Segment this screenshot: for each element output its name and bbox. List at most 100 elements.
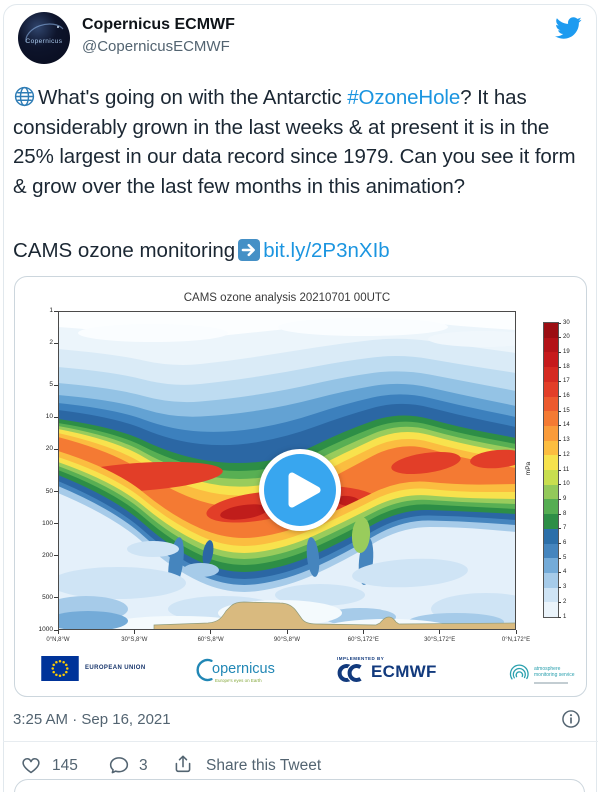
y-tick-mark <box>54 629 58 631</box>
colorbar-cell <box>544 572 558 589</box>
x-tick-mark <box>515 630 517 634</box>
y-tick-mark <box>54 555 58 557</box>
timestamp[interactable]: 3:25 AM · Sep 16, 2021 <box>13 711 171 728</box>
colorbar-tick <box>558 484 561 486</box>
y-tick-mark <box>54 342 58 344</box>
y-tick-label: 2 <box>49 339 53 346</box>
colorbar-label: 10 <box>563 481 570 488</box>
tweet-link[interactable]: bit.ly/2P3nXIb <box>263 239 390 262</box>
y-tick-label: 20 <box>45 445 53 453</box>
colorbar-cell <box>544 367 558 383</box>
x-tick-mark <box>57 630 59 634</box>
colorbar-label: 2 <box>563 598 567 605</box>
y-tick-label: 200 <box>42 551 53 559</box>
colorbar-label: 11 <box>563 466 570 473</box>
colorbar-cell <box>544 470 558 486</box>
colorbar-tick <box>558 351 561 353</box>
next-card-top-edge <box>14 779 585 792</box>
colorbar-cell <box>544 323 558 339</box>
colorbar-label: 12 <box>563 451 570 458</box>
colorbar-label: 7 <box>563 525 567 532</box>
x-tick-mark <box>133 630 135 634</box>
colorbar-cell <box>544 352 558 368</box>
y-tick-mark <box>54 491 58 493</box>
x-tick-label: 0°N,8°W <box>46 637 70 643</box>
colorbar-label: 14 <box>563 422 570 429</box>
colorbar-label: 3 <box>563 584 567 591</box>
y-tick-mark <box>54 310 58 312</box>
colorbar-label: 4 <box>563 569 567 576</box>
y-tick-mark <box>54 448 58 450</box>
colorbar-tick <box>558 601 561 603</box>
colorbar-label: 16 <box>563 393 570 399</box>
colorbar-label: 8 <box>563 510 567 517</box>
colorbar-cell <box>544 484 558 500</box>
colorbar-cell <box>544 381 558 398</box>
like-count[interactable]: 145 <box>52 757 78 774</box>
x-tick-label: 60°S,172°E <box>347 637 379 643</box>
media-card[interactable]: CAMS ozone analysis 20210701 00UTC EUROP… <box>14 276 587 697</box>
cams-label-line2: monitoring service <box>534 672 575 678</box>
colorbar-tick <box>558 587 561 589</box>
y-tick-label: 1 <box>49 307 53 314</box>
like-icon[interactable] <box>20 754 42 776</box>
colorbar-unit: mPa <box>525 461 533 476</box>
colorbar-cell <box>544 587 558 603</box>
colorbar-cell <box>544 425 558 442</box>
colorbar-label: 1 <box>563 613 567 620</box>
colorbar-cell <box>544 396 558 412</box>
avatar[interactable]: Copernicus <box>18 12 70 64</box>
colorbar-label: 6 <box>563 540 567 546</box>
y-tick-mark <box>54 523 58 525</box>
info-icon[interactable] <box>560 708 582 730</box>
colorbar-cell <box>544 558 558 574</box>
colorbar-label: 13 <box>563 437 570 444</box>
colorbar-tick <box>558 498 561 500</box>
share-label[interactable]: Share this Tweet <box>206 757 322 774</box>
author-name[interactable]: Copernicus ECMWF <box>82 16 235 33</box>
colorbar-tick <box>558 616 561 618</box>
play-button[interactable] <box>258 448 342 532</box>
copernicus-label: opernicus <box>212 661 275 677</box>
colorbar-tick <box>558 513 561 515</box>
hashtag-ozonehole[interactable]: #OzoneHole <box>347 86 461 109</box>
x-tick-label: 90°S,8°W <box>273 637 301 643</box>
share-icon[interactable] <box>172 753 194 775</box>
colorbar-cell <box>544 602 558 618</box>
author-handle[interactable]: @CopernicusECMWF <box>82 38 230 55</box>
colorbar-label: 5 <box>563 554 567 561</box>
colorbar-label: 17 <box>563 378 570 385</box>
y-tick-label: 50 <box>45 487 53 495</box>
avatar-label: Copernicus <box>25 38 63 45</box>
colorbar-cell <box>544 514 558 530</box>
colorbar-tick <box>558 572 561 574</box>
colorbar-tick <box>558 440 561 442</box>
avatar-swoosh <box>25 23 64 43</box>
chart-title: CAMS ozone analysis 20210701 00UTC <box>183 292 391 304</box>
reply-icon[interactable] <box>108 754 130 776</box>
ecmwf-label: ECMWF <box>371 662 437 681</box>
colorbar-tick <box>558 425 561 427</box>
colorbar-cell <box>544 337 558 353</box>
colorbar-tick <box>558 528 561 530</box>
colorbar-label: 20 <box>563 334 570 341</box>
y-tick-label: 1000 <box>38 626 53 633</box>
y-tick-mark <box>54 384 58 386</box>
copernicus-logo-icon <box>196 658 213 682</box>
colorbar-tick <box>558 337 561 339</box>
colorbar-cell <box>544 455 558 471</box>
eu-label: EUROPEAN UNION <box>85 665 146 671</box>
tweet-body: What's going on with the Antarctic #Ozon… <box>13 83 587 201</box>
x-tick-label: 60°S,8°W <box>197 637 224 643</box>
eu-flag-icon <box>41 656 79 681</box>
globe-icon <box>13 85 36 108</box>
colorbar-tick <box>558 557 561 559</box>
y-tick-label: 5 <box>49 381 53 389</box>
y-tick-mark <box>54 597 58 599</box>
twitter-bird-icon[interactable] <box>551 14 585 42</box>
reply-count[interactable]: 3 <box>139 757 148 774</box>
cams-logo-icon <box>509 664 529 680</box>
colorbar-cell <box>544 543 558 559</box>
colorbar-tick <box>558 322 561 324</box>
